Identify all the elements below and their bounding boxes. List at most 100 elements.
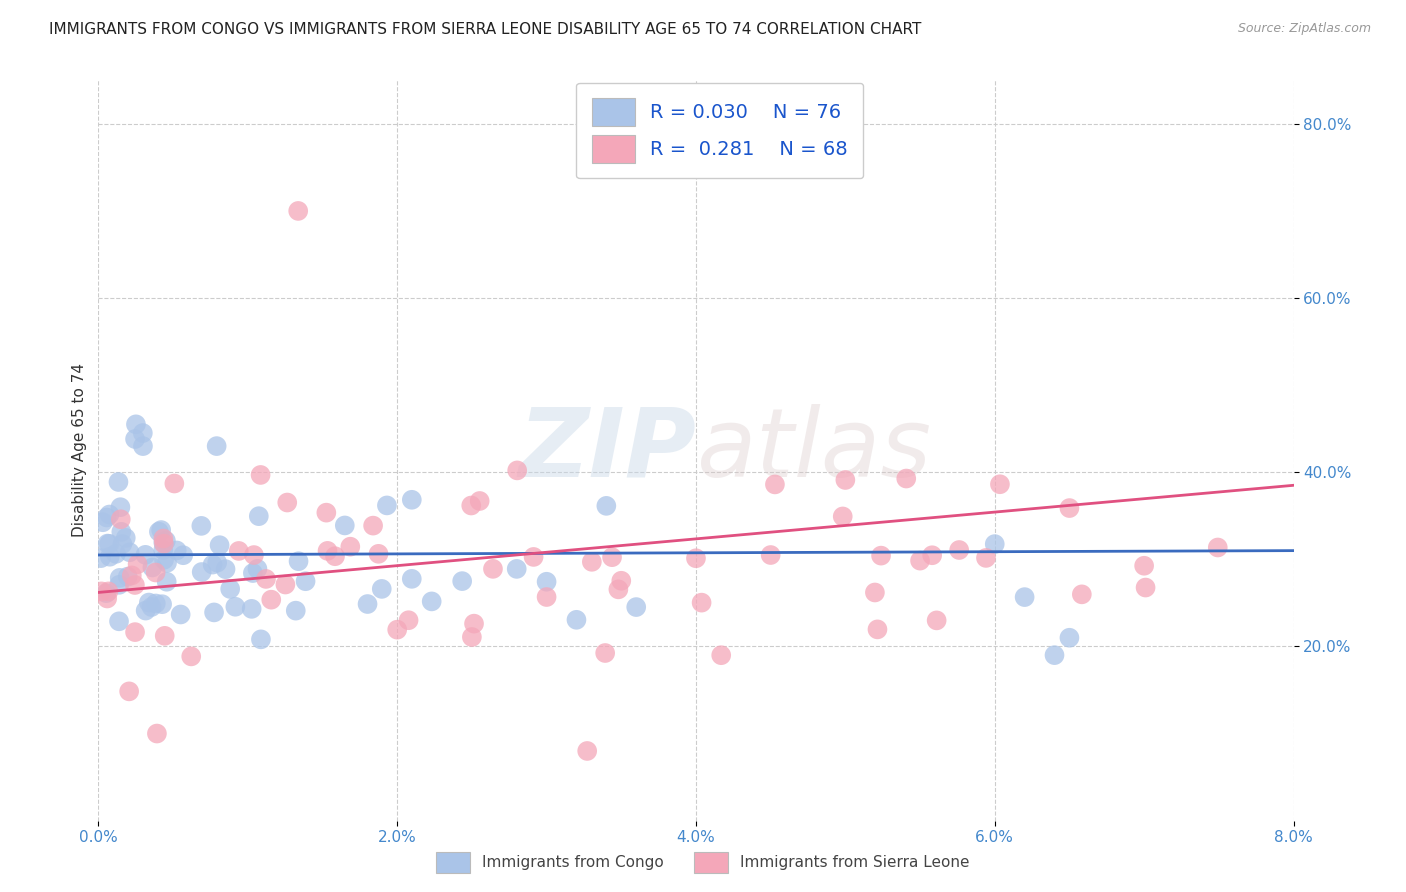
Point [132, 439, 155, 453]
Point [118, 545, 141, 559]
Point [759, 548, 782, 562]
Point [228, 544, 250, 558]
Point [110, 524, 132, 539]
Point [593, 646, 616, 660]
Point [124, 432, 146, 446]
Point [114, 531, 136, 545]
Point [90, 584, 112, 599]
Point [127, 557, 149, 571]
Point [461, 630, 484, 644]
Point [506, 562, 529, 576]
Point [506, 463, 529, 477]
Point [254, 572, 277, 586]
Point [866, 623, 889, 637]
Point [246, 562, 269, 576]
Point [148, 524, 170, 539]
Point [96, 536, 118, 550]
Point [153, 537, 176, 551]
Point [117, 569, 139, 583]
Point [260, 592, 283, 607]
Point [287, 554, 309, 568]
Point [202, 606, 225, 620]
Point [208, 538, 231, 552]
Point [205, 556, 228, 570]
Point [138, 595, 160, 609]
Point [610, 574, 633, 588]
Point [1133, 558, 1156, 573]
Point [150, 597, 173, 611]
Point [96, 586, 118, 600]
Point [163, 476, 186, 491]
Point [118, 684, 141, 698]
Point [863, 585, 886, 599]
Point [921, 548, 943, 562]
Point [152, 535, 174, 549]
Point [132, 425, 155, 440]
Text: atlas: atlas [696, 404, 931, 497]
Point [153, 629, 176, 643]
Point [124, 578, 146, 592]
Point [141, 560, 163, 574]
Point [1206, 541, 1229, 555]
Point [247, 509, 270, 524]
Point [339, 540, 361, 554]
Point [1070, 587, 1092, 601]
Point [710, 648, 733, 663]
Point [1135, 581, 1157, 595]
Point [190, 565, 212, 579]
Point [146, 726, 169, 740]
Point [96, 510, 118, 524]
Text: ZIP: ZIP [517, 404, 696, 497]
Point [242, 566, 264, 580]
Point [90, 551, 112, 566]
Point [984, 537, 1007, 551]
Point [523, 549, 546, 564]
Text: IMMIGRANTS FROM CONGO VS IMMIGRANTS FROM SIERRA LEONE DISABILITY AGE 65 TO 74 CO: IMMIGRANTS FROM CONGO VS IMMIGRANTS FROM… [49, 22, 921, 37]
Point [988, 477, 1011, 491]
Point [1059, 501, 1081, 516]
Point [108, 571, 131, 585]
Point [1059, 631, 1081, 645]
Point [974, 550, 997, 565]
Point [1014, 590, 1036, 604]
Point [124, 625, 146, 640]
Point [371, 582, 394, 596]
Point [98, 508, 121, 522]
Point [536, 574, 558, 589]
Point [831, 509, 853, 524]
Point [463, 616, 485, 631]
Point [224, 599, 246, 614]
Point [150, 523, 173, 537]
Point [451, 574, 474, 588]
Point [565, 613, 588, 627]
Point [690, 596, 713, 610]
Point [276, 495, 298, 509]
Point [98, 549, 121, 564]
Point [155, 533, 177, 548]
Point [250, 632, 273, 647]
Legend: Immigrants from Congo, Immigrants from Sierra Leone: Immigrants from Congo, Immigrants from S… [430, 846, 976, 880]
Point [356, 597, 378, 611]
Point [333, 518, 356, 533]
Point [91, 515, 114, 529]
Point [685, 551, 707, 566]
Y-axis label: Disability Age 65 to 74: Disability Age 65 to 74 [72, 363, 87, 538]
Point [135, 604, 157, 618]
Point [367, 547, 389, 561]
Point [294, 574, 316, 589]
Point [763, 477, 786, 491]
Point [274, 577, 297, 591]
Point [214, 562, 236, 576]
Point [243, 548, 266, 562]
Point [152, 543, 174, 558]
Point [401, 492, 423, 507]
Point [581, 555, 603, 569]
Point [156, 574, 179, 589]
Point [152, 532, 174, 546]
Point [595, 499, 617, 513]
Point [460, 499, 482, 513]
Point [626, 600, 648, 615]
Point [315, 506, 337, 520]
Point [145, 566, 167, 580]
Point [97, 584, 120, 599]
